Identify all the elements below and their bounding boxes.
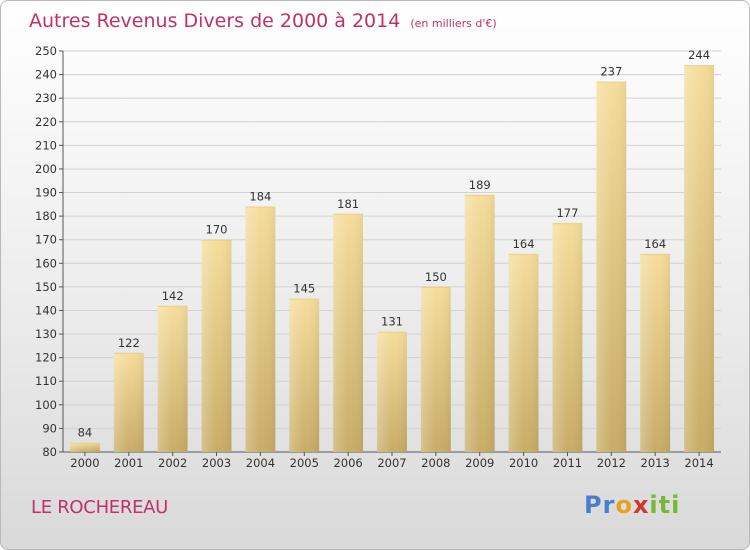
x-tick-label: 2009 [465,456,494,470]
bar-shade-2014 [684,65,714,452]
bar-shade-2002 [157,305,188,452]
logo-part-3: x [632,491,650,519]
bar-value-label: 164 [513,237,535,251]
x-tick-label: 2010 [509,456,538,470]
bar-shade-2001 [113,352,144,452]
chart-title-unit: (en milliers d'€) [410,17,497,30]
y-tick-label: 170 [35,233,57,247]
x-tick-label: 2003 [202,456,231,470]
chart-title-main: Autres Revenus Divers de 2000 à 2014 [29,10,401,32]
bar-shade-2010 [508,253,539,452]
bar-value-label: 142 [162,289,184,303]
logo-part-4: iti [649,491,681,519]
x-tick-label: 2006 [333,456,362,470]
bar-value-label: 131 [381,315,403,329]
logo-part-2: o [615,491,633,519]
bar-value-label: 84 [78,426,93,440]
y-tick-label: 250 [35,44,57,58]
bar-shade-2006 [333,213,364,452]
bar-shade-2012 [596,81,627,452]
commune-name: LE ROCHEREAU [31,497,169,518]
x-tick-label: 2007 [377,456,406,470]
y-tick-label: 80 [42,445,57,459]
bar-shade-2007 [377,331,407,452]
logo-part-1: Pr [584,491,616,519]
bar-shade-2011 [552,223,583,452]
y-tick-label: 190 [35,186,57,200]
x-tick-label: 2008 [421,456,450,470]
y-tick-label: 120 [35,351,57,365]
bar-shade-2000 [70,442,100,452]
x-tick-label: 2000 [70,456,99,470]
y-tick-label: 240 [35,68,57,82]
bar-value-label: 150 [425,270,447,284]
bar-shade-2003 [201,239,232,452]
y-tick-label: 140 [35,303,57,317]
y-tick-label: 180 [35,209,57,223]
x-tick-label: 2013 [641,456,670,470]
x-tick-label: 2012 [597,456,626,470]
bar-value-label: 184 [249,190,271,204]
y-tick-label: 220 [35,115,57,129]
bar-value-label: 170 [206,223,228,237]
chart-title: Autres Revenus Divers de 2000 à 2014 (en… [29,10,497,32]
y-tick-label: 230 [35,91,57,105]
bar-shade-2004 [245,206,276,452]
y-tick-label: 130 [35,327,57,341]
x-tick-label: 2011 [553,456,582,470]
bar-value-label: 181 [337,197,359,211]
proxiti-logo: Proxiti [584,491,680,519]
labels-layer: 80 90 100 110 120 130 140 150 160 170 180 190 200 210… [35,44,714,470]
bar-shade-2008 [420,286,451,452]
y-tick-label: 210 [35,138,57,152]
bar-value-label: 145 [293,282,315,296]
y-tick-label: 100 [35,398,57,412]
bar-value-label: 237 [600,65,622,79]
x-tick-label: 2001 [114,456,143,470]
bar-value-label: 189 [469,178,491,192]
bar-value-label: 244 [688,48,710,62]
bar-value-label: 122 [118,336,140,350]
bar-shade-2005 [289,298,320,452]
y-tick-label: 150 [35,280,57,294]
bar-value-label: 177 [556,206,578,220]
y-tick-label: 200 [35,162,57,176]
bar-shade-2009 [464,194,495,452]
x-tick-label: 2004 [246,456,275,470]
x-tick-label: 2014 [684,456,713,470]
bars-layer [70,65,714,452]
bar-value-label: 164 [644,237,666,251]
x-tick-label: 2005 [290,456,319,470]
y-tick-label: 110 [35,374,57,388]
y-tick-label: 160 [35,256,57,270]
bar-shade-2013 [640,253,671,452]
x-tick-label: 2002 [158,456,187,470]
y-tick-label: 90 [42,421,57,435]
